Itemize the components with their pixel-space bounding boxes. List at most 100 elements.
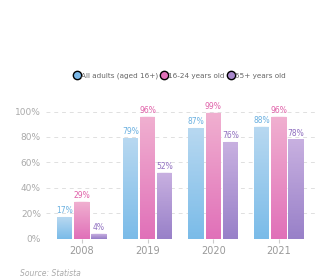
Bar bbox=[140, 158, 155, 159]
Bar bbox=[123, 223, 138, 225]
Bar bbox=[157, 191, 172, 192]
Bar bbox=[206, 204, 221, 206]
Bar bbox=[271, 158, 286, 159]
Bar bbox=[206, 122, 221, 124]
Bar bbox=[157, 210, 172, 211]
Bar bbox=[288, 237, 304, 239]
Bar bbox=[140, 164, 155, 165]
Bar bbox=[223, 171, 238, 172]
Bar bbox=[254, 163, 270, 165]
Bar bbox=[271, 230, 286, 231]
Bar bbox=[254, 152, 270, 153]
Bar bbox=[206, 196, 221, 198]
Bar bbox=[206, 135, 221, 136]
Bar bbox=[57, 232, 73, 233]
Bar bbox=[254, 155, 270, 156]
Bar bbox=[271, 117, 286, 118]
Bar bbox=[157, 200, 172, 201]
Bar bbox=[74, 233, 89, 234]
Bar bbox=[157, 219, 172, 220]
Bar bbox=[74, 236, 89, 237]
Bar bbox=[188, 174, 204, 175]
Bar bbox=[157, 178, 172, 179]
Bar bbox=[157, 225, 172, 226]
Bar bbox=[223, 231, 238, 233]
Bar bbox=[288, 140, 304, 141]
Bar bbox=[123, 147, 138, 148]
Bar bbox=[223, 194, 238, 195]
Bar bbox=[123, 213, 138, 215]
Bar bbox=[57, 222, 73, 223]
Bar bbox=[206, 121, 221, 122]
Bar bbox=[254, 179, 270, 180]
Bar bbox=[188, 151, 204, 153]
Bar bbox=[288, 206, 304, 208]
Bar bbox=[140, 144, 155, 146]
Bar bbox=[157, 216, 172, 217]
Bar bbox=[188, 129, 204, 131]
Bar bbox=[123, 222, 138, 224]
Bar bbox=[140, 167, 155, 169]
Bar bbox=[57, 231, 73, 232]
Bar bbox=[140, 188, 155, 190]
Bar bbox=[206, 141, 221, 143]
Bar bbox=[288, 177, 304, 178]
Bar bbox=[254, 199, 270, 201]
Bar bbox=[254, 216, 270, 218]
Bar bbox=[123, 143, 138, 145]
Bar bbox=[271, 153, 286, 155]
Bar bbox=[223, 154, 238, 155]
Bar bbox=[223, 205, 238, 206]
Bar bbox=[74, 214, 89, 215]
Bar bbox=[206, 228, 221, 229]
Bar bbox=[254, 166, 270, 167]
Bar bbox=[74, 223, 89, 224]
Bar bbox=[223, 211, 238, 212]
Bar bbox=[223, 225, 238, 227]
Bar bbox=[57, 237, 73, 238]
Bar bbox=[206, 201, 221, 203]
Bar bbox=[271, 234, 286, 236]
Bar bbox=[140, 225, 155, 227]
Bar bbox=[74, 205, 89, 206]
Bar bbox=[123, 171, 138, 172]
Bar bbox=[157, 186, 172, 187]
Bar bbox=[288, 160, 304, 162]
Bar bbox=[188, 178, 204, 179]
Bar bbox=[157, 193, 172, 194]
Bar bbox=[206, 179, 221, 181]
Bar bbox=[206, 171, 221, 173]
Bar bbox=[157, 197, 172, 198]
Bar bbox=[271, 123, 286, 124]
Bar bbox=[123, 187, 138, 188]
Bar bbox=[223, 149, 238, 150]
Bar bbox=[140, 150, 155, 152]
Bar bbox=[188, 208, 204, 210]
Bar bbox=[254, 148, 270, 149]
Bar bbox=[140, 208, 155, 210]
Bar bbox=[140, 136, 155, 138]
Bar bbox=[271, 223, 286, 225]
Bar bbox=[288, 208, 304, 209]
Bar bbox=[140, 126, 155, 127]
Bar bbox=[271, 175, 286, 176]
Bar bbox=[57, 218, 73, 219]
Bar bbox=[271, 194, 286, 196]
Bar bbox=[271, 211, 286, 213]
Bar bbox=[157, 232, 172, 233]
Bar bbox=[188, 194, 204, 196]
Bar bbox=[74, 235, 89, 236]
Bar bbox=[254, 170, 270, 172]
Bar bbox=[271, 214, 286, 216]
Bar bbox=[206, 151, 221, 152]
Bar bbox=[123, 201, 138, 202]
Bar bbox=[140, 185, 155, 187]
Bar bbox=[123, 200, 138, 201]
Bar bbox=[223, 153, 238, 154]
Bar bbox=[288, 190, 304, 192]
Bar bbox=[140, 129, 155, 130]
Bar bbox=[123, 146, 138, 147]
Bar bbox=[188, 183, 204, 185]
Bar bbox=[140, 149, 155, 150]
Bar bbox=[123, 229, 138, 230]
